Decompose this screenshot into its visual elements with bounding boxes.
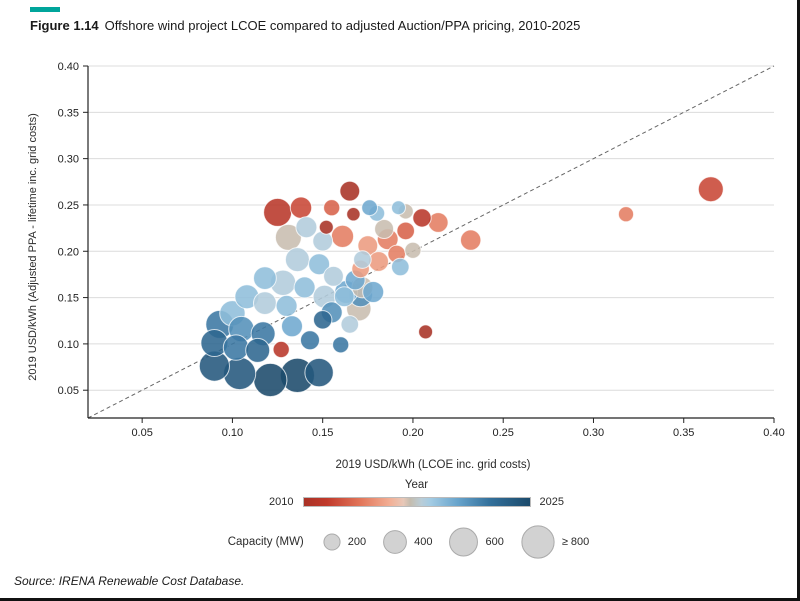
capacity-label: ≥ 800 bbox=[561, 536, 590, 548]
bubble bbox=[272, 340, 290, 359]
capacity-legend-item: 200 bbox=[322, 523, 366, 561]
x-tick-label: 0.05 bbox=[131, 427, 152, 439]
capacity-circle bbox=[383, 530, 408, 554]
accent-bar bbox=[30, 7, 60, 12]
year-legend-max: 2025 bbox=[539, 496, 564, 508]
bubble bbox=[323, 265, 344, 287]
capacity-legend-item: ≥ 800 bbox=[520, 523, 589, 561]
bubble bbox=[412, 208, 432, 228]
bubble bbox=[362, 281, 385, 303]
bubble bbox=[313, 310, 333, 330]
bubble bbox=[332, 336, 350, 354]
capacity-circle bbox=[449, 527, 479, 557]
figure-title-text: Offshore wind project LCOE compared to a… bbox=[104, 18, 581, 33]
bubble bbox=[263, 197, 293, 227]
bubble bbox=[284, 247, 310, 273]
axes: 0.05 0.10 0.15 0.20 0.25 0.30 0.35 0.40 0.05 0.10… bbox=[58, 61, 785, 439]
bubble bbox=[274, 223, 302, 251]
capacity-circle bbox=[521, 525, 555, 559]
bubble bbox=[275, 294, 298, 317]
bubble bbox=[460, 229, 482, 251]
y-tick-label: 0.05 bbox=[58, 385, 79, 397]
bubble bbox=[304, 357, 334, 388]
bubble bbox=[418, 324, 434, 340]
capacity-label: 600 bbox=[485, 536, 504, 548]
scatter-chart: 0.05 0.10 0.15 0.20 0.25 0.30 0.35 0.40 0.05 0.10… bbox=[58, 61, 785, 439]
source-note: Source: IRENA Renewable Cost Database. bbox=[14, 574, 245, 588]
bubble bbox=[281, 315, 303, 338]
x-axis-label: 2019 USD/kWh (LCOE inc. grid costs) bbox=[335, 459, 531, 471]
x-tick-label: 0.15 bbox=[312, 427, 333, 439]
year-legend-min: 2010 bbox=[269, 496, 294, 508]
year-legend: Year 2010 2025 bbox=[18, 479, 797, 508]
bubble bbox=[253, 266, 277, 291]
y-tick-label: 0.20 bbox=[58, 246, 79, 258]
capacity-circle-icon bbox=[449, 527, 479, 557]
x-tick-label: 0.20 bbox=[402, 427, 423, 439]
x-tick-label: 0.40 bbox=[763, 427, 784, 439]
bubble bbox=[245, 337, 271, 363]
x-tick-label: 0.30 bbox=[583, 427, 604, 439]
bubble bbox=[323, 199, 341, 217]
bubble bbox=[253, 291, 277, 316]
bubble bbox=[339, 180, 361, 202]
capacity-legend-item: 400 bbox=[382, 523, 432, 561]
y-tick-label: 0.40 bbox=[58, 61, 79, 73]
bubble bbox=[353, 250, 372, 269]
bubble bbox=[330, 224, 355, 248]
y-tick-label: 0.35 bbox=[58, 107, 79, 119]
bubble bbox=[368, 251, 390, 272]
bubble bbox=[391, 257, 410, 277]
bubble bbox=[374, 219, 395, 239]
capacity-legend-item: 600 bbox=[448, 523, 504, 561]
bubbles bbox=[198, 176, 724, 398]
identity-line bbox=[87, 65, 775, 419]
capacity-circle bbox=[323, 533, 341, 551]
bubble bbox=[253, 362, 288, 398]
bubble bbox=[340, 315, 360, 334]
capacity-circle-icon bbox=[521, 525, 555, 559]
capacity-label: 200 bbox=[347, 536, 367, 548]
bubble bbox=[308, 253, 331, 276]
bubble bbox=[404, 241, 422, 259]
bubble bbox=[289, 196, 313, 219]
bubble bbox=[293, 276, 316, 299]
bubble bbox=[617, 206, 635, 223]
y-tick-label: 0.15 bbox=[58, 293, 79, 305]
capacity-legend-items: 200 400 600 ≥ 800 bbox=[322, 523, 589, 561]
year-legend-title: Year bbox=[404, 479, 429, 491]
bubble bbox=[318, 219, 334, 235]
figure-label: Figure 1.14 bbox=[30, 18, 99, 33]
year-legend-row: 2010 2025 bbox=[269, 496, 564, 508]
capacity-circle-icon bbox=[323, 533, 341, 551]
bubble bbox=[391, 200, 406, 216]
bubble bbox=[361, 199, 379, 217]
figure-title: Figure 1.14 Offshore wind project LCOE co… bbox=[30, 18, 777, 33]
y-tick-label: 0.10 bbox=[58, 339, 79, 351]
x-tick-label: 0.35 bbox=[673, 427, 694, 439]
bubble bbox=[333, 286, 355, 308]
bubble bbox=[222, 334, 250, 361]
bubble bbox=[697, 176, 724, 203]
x-tick-label: 0.25 bbox=[492, 427, 513, 439]
bubble bbox=[295, 216, 318, 239]
capacity-legend: Capacity (MW) 200 400 600 ≥ 800 bbox=[10, 520, 797, 564]
year-gradient-bar bbox=[302, 497, 531, 507]
capacity-legend-title: Capacity (MW) bbox=[227, 536, 304, 548]
y-tick-label: 0.25 bbox=[58, 200, 79, 212]
bubble bbox=[396, 221, 416, 241]
capacity-label: 400 bbox=[414, 536, 433, 548]
bubble bbox=[312, 230, 334, 252]
bubble bbox=[346, 207, 361, 222]
y-tick-label: 0.30 bbox=[58, 154, 79, 166]
x-tick-label: 0.10 bbox=[222, 427, 243, 439]
capacity-circle-icon bbox=[383, 530, 408, 554]
bubble bbox=[300, 330, 320, 351]
